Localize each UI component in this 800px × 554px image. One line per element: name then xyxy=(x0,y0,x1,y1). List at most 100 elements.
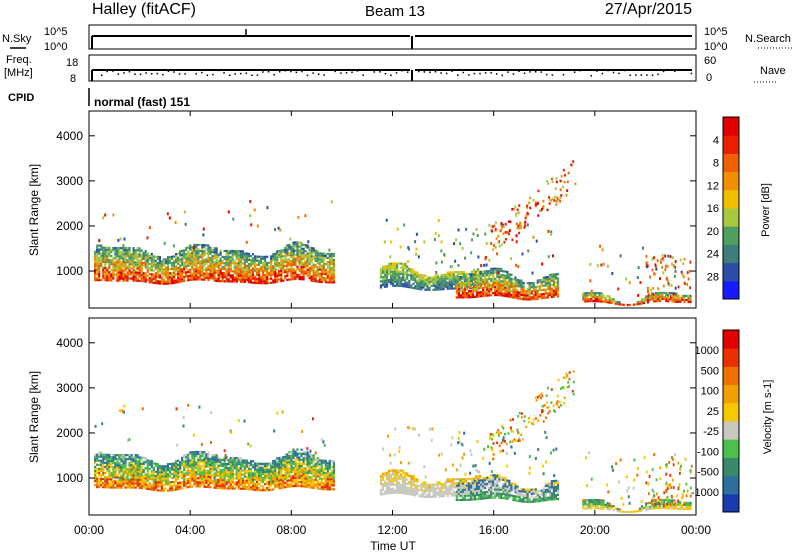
data-cell xyxy=(528,282,531,285)
data-cell xyxy=(94,260,97,264)
data-cell xyxy=(189,260,192,263)
data-cell xyxy=(197,458,200,462)
data-cell xyxy=(225,479,228,482)
data-cell xyxy=(158,475,162,478)
data-cell xyxy=(134,480,137,483)
data-cell xyxy=(296,267,299,270)
data-cell xyxy=(328,277,331,280)
data-cell xyxy=(328,478,331,481)
data-cell xyxy=(239,479,242,482)
data-cell xyxy=(387,264,391,268)
data-cell xyxy=(532,199,535,202)
data-cell xyxy=(255,484,259,488)
data-cell xyxy=(106,248,109,251)
data-cell xyxy=(150,476,153,479)
data-cell xyxy=(385,279,389,282)
data-cell xyxy=(106,459,109,463)
data-cell xyxy=(217,261,220,264)
data-cell xyxy=(183,478,186,481)
data-cell xyxy=(290,255,293,259)
data-cell xyxy=(207,455,210,458)
data-cell xyxy=(253,255,257,258)
data-cell xyxy=(120,466,123,469)
nave-point xyxy=(640,74,643,76)
data-cell xyxy=(519,221,522,225)
data-cell xyxy=(266,206,269,210)
data-cell xyxy=(314,259,317,263)
data-cell xyxy=(146,266,149,269)
data-cell xyxy=(183,251,186,254)
data-cell xyxy=(144,280,147,283)
data-cell xyxy=(404,273,407,276)
data-cell xyxy=(199,268,202,271)
data-cell xyxy=(191,475,194,478)
data-cell xyxy=(274,484,277,487)
data-cell xyxy=(475,293,479,296)
data-cell xyxy=(668,283,671,287)
data-cell xyxy=(110,474,113,477)
data-cell xyxy=(326,281,329,284)
data-cell xyxy=(381,267,385,270)
data-cell xyxy=(320,258,323,261)
data-cell xyxy=(469,273,473,276)
data-cell xyxy=(526,288,529,291)
data-cell xyxy=(116,275,119,278)
data-cell xyxy=(106,461,109,465)
data-cell xyxy=(150,259,153,262)
data-cell xyxy=(515,214,518,217)
data-cell xyxy=(237,270,240,273)
data-cell xyxy=(172,480,176,483)
data-cell xyxy=(394,266,397,269)
data-cell xyxy=(280,470,283,473)
data-cell xyxy=(174,466,178,469)
data-cell xyxy=(284,475,287,479)
data-cell xyxy=(326,484,329,487)
data-cell xyxy=(322,459,325,462)
data-cell xyxy=(152,468,155,471)
data-cell xyxy=(306,469,309,472)
data-cell xyxy=(316,272,319,275)
data-cell xyxy=(318,254,321,257)
nave-point xyxy=(434,70,437,73)
data-cell xyxy=(396,473,399,476)
data-cell xyxy=(227,473,230,476)
data-cell xyxy=(385,285,389,288)
data-cell xyxy=(412,278,415,281)
data-cell xyxy=(414,279,417,282)
data-cell xyxy=(664,254,667,258)
data-cell xyxy=(508,287,511,290)
data-cell xyxy=(225,487,228,490)
data-cell xyxy=(195,467,198,470)
data-cell xyxy=(172,468,176,471)
data-cell xyxy=(324,262,327,266)
data-cell xyxy=(450,271,453,274)
data-cell xyxy=(461,288,464,291)
data-cell xyxy=(420,284,423,287)
data-cell xyxy=(132,478,135,481)
data-cell xyxy=(134,454,137,457)
data-cell xyxy=(316,254,319,257)
data-cell xyxy=(94,469,97,473)
data-cell xyxy=(282,474,285,477)
data-cell xyxy=(138,456,141,459)
data-cell xyxy=(450,281,453,284)
data-cell xyxy=(554,293,558,296)
data-cell xyxy=(197,452,200,456)
data-cell xyxy=(519,226,522,230)
data-cell xyxy=(223,475,226,478)
data-cell xyxy=(255,470,259,473)
data-cell xyxy=(272,259,275,262)
data-cell xyxy=(268,277,271,281)
data-cell xyxy=(134,466,137,469)
data-cell xyxy=(227,280,230,283)
data-cell xyxy=(300,269,303,273)
data-cell xyxy=(168,487,172,490)
data-cell xyxy=(170,275,174,279)
data-cell xyxy=(652,286,655,290)
data-cell xyxy=(144,276,147,279)
data-cell xyxy=(255,259,259,262)
data-cell xyxy=(229,485,232,488)
data-cell xyxy=(418,275,421,279)
data-cell xyxy=(599,244,602,248)
data-cell xyxy=(132,273,135,276)
